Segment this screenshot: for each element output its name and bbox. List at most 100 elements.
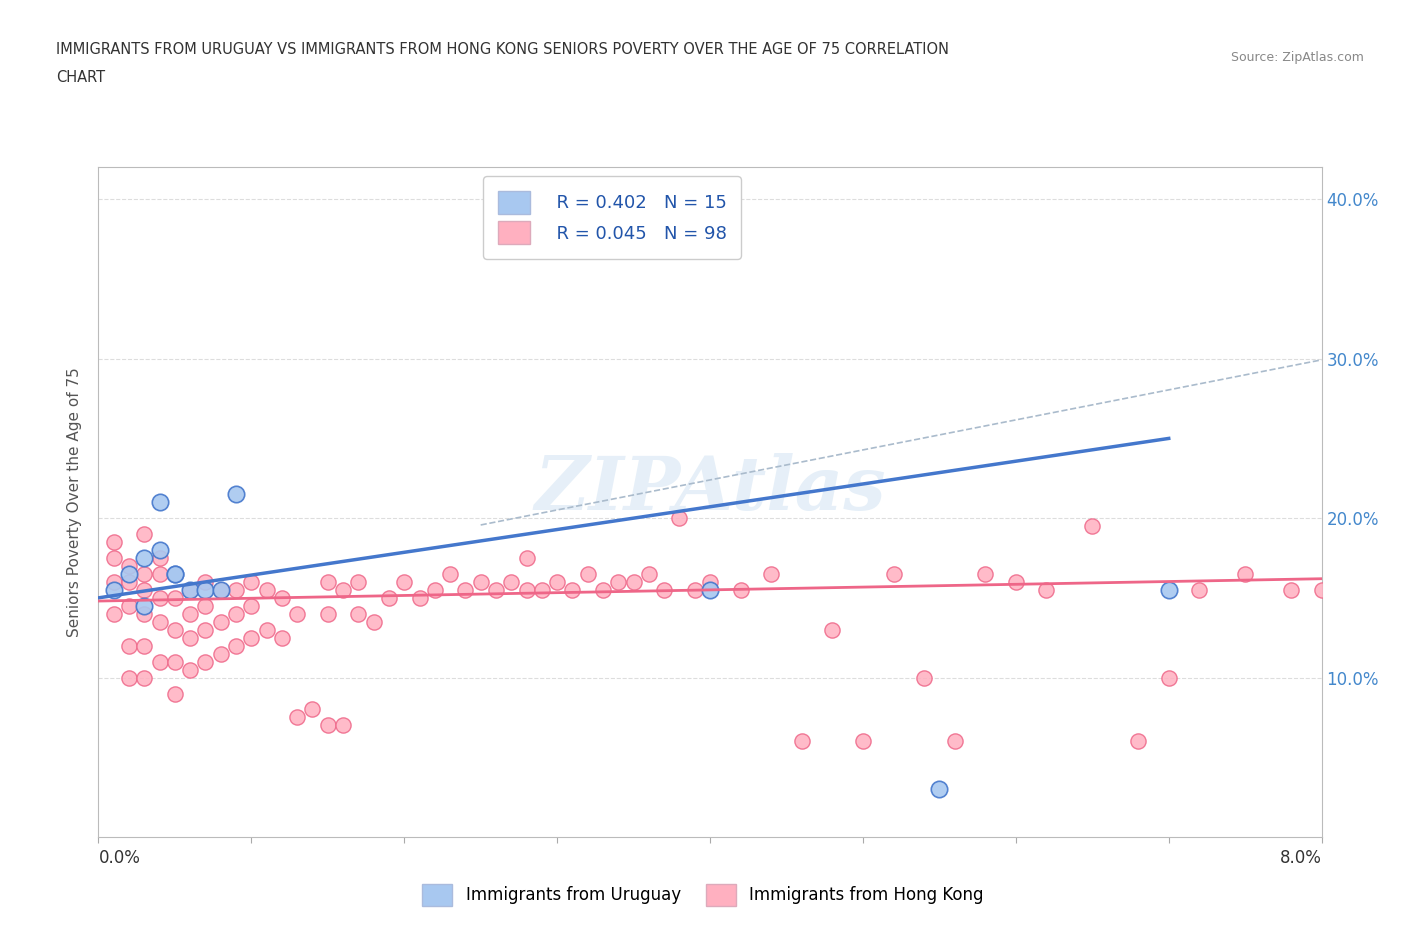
Text: IMMIGRANTS FROM URUGUAY VS IMMIGRANTS FROM HONG KONG SENIORS POVERTY OVER THE AG: IMMIGRANTS FROM URUGUAY VS IMMIGRANTS FR… bbox=[56, 42, 949, 57]
Point bbox=[194, 575, 217, 590]
Point bbox=[149, 615, 172, 630]
Point bbox=[821, 622, 844, 637]
Point bbox=[209, 582, 232, 597]
Point bbox=[149, 654, 172, 669]
Point bbox=[256, 582, 278, 597]
Point bbox=[103, 551, 125, 565]
Point bbox=[134, 551, 156, 565]
Point bbox=[974, 566, 997, 581]
Point bbox=[149, 542, 172, 557]
Point bbox=[103, 575, 125, 590]
Point bbox=[103, 535, 125, 550]
Point bbox=[516, 551, 538, 565]
Point bbox=[454, 582, 477, 597]
Point bbox=[347, 575, 370, 590]
Point bbox=[270, 631, 294, 645]
Point bbox=[163, 566, 186, 581]
Point bbox=[118, 598, 141, 613]
Point bbox=[637, 566, 661, 581]
Point bbox=[179, 662, 201, 677]
Point bbox=[163, 654, 186, 669]
Point bbox=[179, 582, 201, 597]
Point bbox=[103, 606, 125, 621]
Point bbox=[1310, 582, 1333, 597]
Point bbox=[912, 671, 935, 685]
Point bbox=[118, 566, 141, 581]
Point bbox=[134, 671, 156, 685]
Point bbox=[485, 582, 508, 597]
Point bbox=[347, 606, 370, 621]
Point bbox=[623, 575, 645, 590]
Point bbox=[134, 638, 156, 653]
Point bbox=[179, 631, 201, 645]
Point bbox=[285, 710, 308, 724]
Point bbox=[332, 582, 354, 597]
Point bbox=[134, 582, 156, 597]
Point bbox=[883, 566, 905, 581]
Point bbox=[1004, 575, 1026, 590]
Point bbox=[225, 638, 247, 653]
Point bbox=[209, 582, 232, 597]
Point bbox=[118, 671, 141, 685]
Point bbox=[1128, 734, 1150, 749]
Point bbox=[134, 566, 156, 581]
Point bbox=[103, 582, 125, 597]
Point bbox=[1157, 671, 1180, 685]
Point bbox=[194, 622, 217, 637]
Point bbox=[516, 582, 538, 597]
Point bbox=[134, 606, 156, 621]
Legend: Immigrants from Uruguay, Immigrants from Hong Kong: Immigrants from Uruguay, Immigrants from… bbox=[416, 878, 990, 912]
Y-axis label: Seniors Poverty Over the Age of 75: Seniors Poverty Over the Age of 75 bbox=[67, 367, 83, 637]
Point bbox=[118, 559, 141, 574]
Point bbox=[392, 575, 416, 590]
Point bbox=[240, 631, 263, 645]
Point bbox=[225, 486, 247, 501]
Point bbox=[179, 582, 201, 597]
Point bbox=[790, 734, 813, 749]
Point bbox=[683, 582, 706, 597]
Point bbox=[470, 575, 492, 590]
Point bbox=[149, 495, 172, 510]
Point bbox=[408, 591, 430, 605]
Point bbox=[928, 782, 950, 797]
Point bbox=[1188, 582, 1211, 597]
Point bbox=[1081, 519, 1104, 534]
Point bbox=[576, 566, 599, 581]
Point bbox=[1157, 582, 1180, 597]
Point bbox=[316, 718, 339, 733]
Point bbox=[699, 575, 721, 590]
Point bbox=[852, 734, 875, 749]
Text: 8.0%: 8.0% bbox=[1279, 849, 1322, 867]
Point bbox=[759, 566, 782, 581]
Point bbox=[592, 582, 614, 597]
Point bbox=[285, 606, 308, 621]
Point bbox=[1035, 582, 1057, 597]
Text: Source: ZipAtlas.com: Source: ZipAtlas.com bbox=[1230, 51, 1364, 64]
Point bbox=[194, 582, 217, 597]
Point bbox=[163, 622, 186, 637]
Point bbox=[118, 638, 141, 653]
Point bbox=[240, 575, 263, 590]
Point bbox=[149, 591, 172, 605]
Point bbox=[163, 686, 186, 701]
Point bbox=[194, 654, 217, 669]
Point bbox=[270, 591, 294, 605]
Point bbox=[209, 646, 232, 661]
Point bbox=[256, 622, 278, 637]
Point bbox=[301, 702, 323, 717]
Point bbox=[179, 606, 201, 621]
Point bbox=[163, 566, 186, 581]
Legend:   R = 0.402   N = 15,   R = 0.045   N = 98: R = 0.402 N = 15, R = 0.045 N = 98 bbox=[484, 177, 741, 259]
Point bbox=[501, 575, 523, 590]
Point bbox=[546, 575, 568, 590]
Point bbox=[134, 526, 156, 541]
Point bbox=[1234, 566, 1257, 581]
Point bbox=[561, 582, 583, 597]
Point bbox=[149, 566, 172, 581]
Point bbox=[607, 575, 630, 590]
Point bbox=[194, 598, 217, 613]
Point bbox=[363, 615, 385, 630]
Point bbox=[378, 591, 401, 605]
Point bbox=[423, 582, 446, 597]
Point bbox=[1279, 582, 1302, 597]
